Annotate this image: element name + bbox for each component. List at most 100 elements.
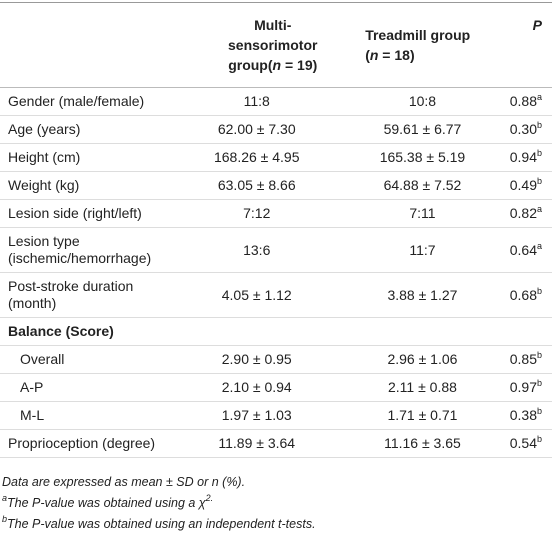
- cell: 0.68b: [503, 272, 552, 318]
- footnote-mark: b: [536, 350, 542, 360]
- cell: Weight (kg): [0, 171, 173, 200]
- cell-value: 0.82: [509, 205, 537, 221]
- cell: Height (cm): [0, 143, 173, 172]
- cell: 0.97b: [503, 373, 552, 402]
- cell: Post-stroke duration (month): [0, 272, 173, 318]
- cell-value: 2.96 ± 1.06: [387, 351, 458, 367]
- cell: Age (years): [0, 115, 173, 144]
- row: Overall 2.90 ± 0.95 2.96 ± 1.06 0.85b: [0, 345, 552, 374]
- header-cell: P: [503, 2, 552, 88]
- row: Balance (Score): [0, 317, 552, 346]
- cell-value: 11:7: [409, 241, 436, 258]
- cell: 13:6: [172, 227, 342, 273]
- cell-value: 2.10 ± 0.94: [221, 379, 292, 395]
- cell-value: 168.26 ± 4.95: [213, 149, 300, 165]
- cell-value: 0.64: [509, 241, 537, 258]
- footnote-text: Data are expressed as mean ± SD or n (%)…: [2, 475, 246, 489]
- row: Weight (kg) 63.05 ± 8.66 64.88 ± 7.52 0.49b: [0, 171, 552, 200]
- cell: M-L: [0, 401, 173, 430]
- cell: 11.16 ± 3.65: [341, 429, 504, 458]
- cell: 63.05 ± 8.66: [172, 171, 342, 200]
- footnote: bThe P-value was obtained using an indep…: [2, 514, 558, 535]
- cell: 11:8: [172, 87, 342, 116]
- cell-value: 0.30: [509, 121, 537, 137]
- footnote-mark: b: [536, 434, 542, 444]
- cell-value: 0.49: [509, 177, 537, 193]
- header-part: n: [272, 57, 282, 73]
- cell-value: 4.05 ± 1.12: [221, 286, 292, 303]
- row-label: Age (years): [8, 121, 81, 137]
- row: Post-stroke duration (month) 4.05 ± 1.12 3…: [0, 272, 552, 318]
- row-label: Post-stroke duration (month): [8, 278, 134, 311]
- cell: 0.85b: [503, 345, 552, 374]
- footnote-mark: b: [536, 176, 542, 186]
- header-text: Treadmill group (n = 18): [365, 25, 475, 65]
- header-row: Multi-sensorimotor group(n = 19) Treadmil…: [0, 2, 552, 88]
- cell: 0.82a: [503, 199, 552, 228]
- row-label: M-L: [20, 407, 45, 423]
- cell: 0.30b: [503, 115, 552, 144]
- header-part: = 19): [281, 57, 318, 73]
- cell: 3.88 ± 1.27: [341, 272, 504, 318]
- footnote-mark: b: [536, 378, 542, 388]
- row-label: Overall: [20, 351, 65, 367]
- cell-value: 64.88 ± 7.52: [383, 177, 462, 193]
- row-label: Lesion side (right/left): [8, 205, 142, 221]
- footnote-mark: b: [2, 514, 8, 524]
- footnote-mark: a: [536, 92, 542, 102]
- table-body: Gender (male/female) 11:8 10:8 0.88a Age (ye…: [0, 87, 552, 458]
- cell-value: 2.90 ± 0.95: [221, 351, 292, 367]
- row: Proprioception (degree) 11.89 ± 3.64 11.16…: [0, 429, 552, 458]
- cell-value: 13:6: [243, 241, 271, 258]
- row-label: Balance (Score): [8, 323, 114, 339]
- superscript: 2.: [205, 493, 214, 503]
- data-table: Multi-sensorimotor group(n = 19) Treadmil…: [0, 2, 552, 458]
- cell: 2.90 ± 0.95: [172, 345, 342, 374]
- cell-value: 62.00 ± 7.30: [217, 121, 296, 137]
- cell-value: 0.88: [509, 93, 537, 109]
- cell: 10:8: [341, 87, 504, 116]
- cell: 2.11 ± 0.88: [341, 373, 504, 402]
- cell-value: 11:8: [243, 93, 270, 109]
- cell-value: 7:12: [243, 205, 271, 221]
- header-part: = 18): [378, 47, 415, 63]
- cell: 62.00 ± 7.30: [172, 115, 342, 144]
- row: Gender (male/female) 11:8 10:8 0.88a: [0, 87, 552, 116]
- header-cell: [0, 2, 173, 88]
- cell: Lesion side (right/left): [0, 199, 173, 228]
- cell: 0.88a: [503, 87, 552, 116]
- footnote-mark: b: [536, 120, 542, 130]
- cell: Overall: [0, 345, 173, 374]
- row-label: Weight (kg): [8, 177, 80, 193]
- footnote-text: The P-value was obtained using an indepe…: [7, 517, 316, 531]
- cell-value: 7:11: [409, 205, 436, 221]
- cell-value: 0.97: [509, 379, 537, 395]
- header-part: Treadmill group (: [365, 27, 471, 63]
- footnote-mark: b: [536, 285, 542, 296]
- cell: 165.38 ± 5.19: [341, 143, 504, 172]
- cell: 2.10 ± 0.94: [172, 373, 342, 402]
- row: M-L 1.97 ± 1.03 1.71 ± 0.71 0.38b: [0, 401, 552, 430]
- cell-value: 0.85: [509, 351, 537, 367]
- cell-value: 0.68: [509, 286, 537, 303]
- cell: Gender (male/female): [0, 87, 173, 116]
- row: Lesion type (ischemic/hemorrhage) 13:6 11:…: [0, 227, 552, 273]
- row-label: Gender (male/female): [8, 93, 145, 109]
- footnote-mark: a: [536, 204, 542, 214]
- header-cell: Treadmill group (n = 18): [341, 2, 504, 88]
- cell: 4.05 ± 1.12: [172, 272, 342, 318]
- cell-value: 3.88 ± 1.27: [387, 286, 458, 303]
- cell: 64.88 ± 7.52: [341, 171, 504, 200]
- row: Age (years) 62.00 ± 7.30 59.61 ± 6.77 0.30b: [0, 115, 552, 144]
- header-part: Multi-sensorimotor group(: [228, 17, 318, 73]
- cell: 0.54b: [503, 429, 552, 458]
- cell-value: 1.97 ± 1.03: [221, 407, 292, 423]
- cell-value: 11.16 ± 3.65: [384, 435, 461, 451]
- cell-value: 0.94: [509, 149, 537, 165]
- cell-value: 2.11 ± 0.88: [388, 379, 457, 395]
- cell-value: 0.38: [509, 407, 537, 423]
- row: A-P 2.10 ± 0.94 2.11 ± 0.88 0.97b: [0, 373, 552, 402]
- cell: 2.96 ± 1.06: [341, 345, 504, 374]
- cell: A-P: [0, 373, 173, 402]
